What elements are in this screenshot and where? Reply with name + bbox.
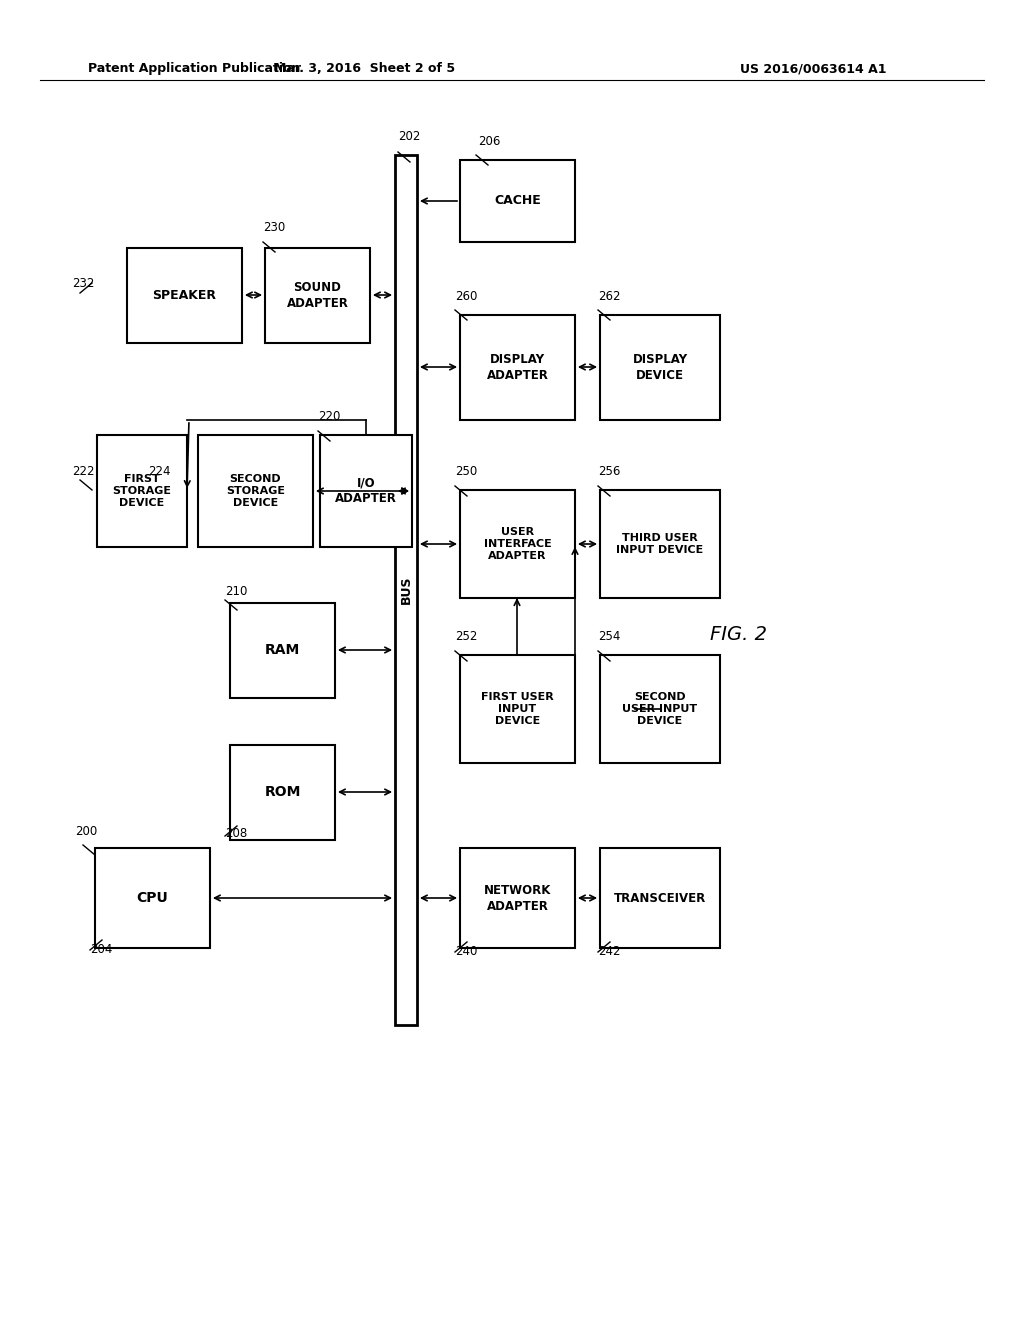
Text: SOUND
ADAPTER: SOUND ADAPTER (287, 281, 348, 310)
Text: 220: 220 (318, 411, 340, 422)
Text: USER
INTERFACE
ADAPTER: USER INTERFACE ADAPTER (483, 527, 551, 561)
Text: FIRST
STORAGE
DEVICE: FIRST STORAGE DEVICE (113, 474, 171, 508)
Text: SECOND
STORAGE
DEVICE: SECOND STORAGE DEVICE (226, 474, 285, 508)
Text: 206: 206 (478, 135, 501, 148)
Bar (265, 248, 370, 343)
Text: 252: 252 (455, 630, 477, 643)
Bar (600, 490, 720, 598)
Text: 202: 202 (398, 129, 421, 143)
Bar (319, 436, 412, 546)
Bar (395, 154, 417, 1026)
Bar (600, 655, 720, 763)
Text: 230: 230 (263, 220, 286, 234)
Text: 204: 204 (90, 942, 113, 956)
Text: TRANSCEIVER: TRANSCEIVER (613, 891, 707, 904)
Text: Mar. 3, 2016  Sheet 2 of 5: Mar. 3, 2016 Sheet 2 of 5 (274, 62, 456, 75)
Text: 250: 250 (455, 465, 477, 478)
Bar (97, 436, 187, 546)
Text: SECOND
USER INPUT
DEVICE: SECOND USER INPUT DEVICE (623, 692, 697, 726)
Text: RAM: RAM (265, 644, 300, 657)
Bar (230, 603, 335, 698)
Bar (600, 847, 720, 948)
Text: BUS: BUS (399, 576, 413, 605)
Text: 260: 260 (455, 290, 477, 304)
Bar (460, 490, 575, 598)
Bar (95, 847, 210, 948)
Text: DISPLAY
DEVICE: DISPLAY DEVICE (633, 352, 687, 381)
Bar (460, 160, 575, 242)
Text: FIG. 2: FIG. 2 (710, 626, 767, 644)
Bar (198, 436, 313, 546)
Text: 242: 242 (598, 945, 621, 958)
Text: 210: 210 (225, 585, 248, 598)
Text: I/O
ADAPTER: I/O ADAPTER (335, 477, 397, 506)
Bar (127, 248, 242, 343)
Text: FIRST USER
INPUT
DEVICE: FIRST USER INPUT DEVICE (481, 692, 554, 726)
Text: US 2016/0063614 A1: US 2016/0063614 A1 (740, 62, 887, 75)
Text: DISPLAY
ADAPTER: DISPLAY ADAPTER (486, 352, 549, 381)
Text: Patent Application Publication: Patent Application Publication (88, 62, 300, 75)
Bar (460, 655, 575, 763)
Text: 256: 256 (598, 465, 621, 478)
Bar (600, 315, 720, 420)
Text: SPEAKER: SPEAKER (153, 289, 216, 302)
Text: CPU: CPU (136, 891, 168, 906)
Text: 224: 224 (148, 465, 171, 478)
Text: CACHE: CACHE (495, 194, 541, 207)
Text: 200: 200 (75, 825, 97, 838)
Text: THIRD USER
INPUT DEVICE: THIRD USER INPUT DEVICE (616, 533, 703, 556)
Text: ROM: ROM (264, 785, 301, 800)
Text: 222: 222 (72, 465, 94, 478)
Text: 254: 254 (598, 630, 621, 643)
Bar (230, 744, 335, 840)
Bar (460, 315, 575, 420)
Text: 208: 208 (225, 828, 247, 840)
Text: 240: 240 (455, 945, 477, 958)
Text: NETWORK
ADAPTER: NETWORK ADAPTER (483, 883, 551, 912)
Text: 262: 262 (598, 290, 621, 304)
Text: 232: 232 (72, 277, 94, 290)
Bar (460, 847, 575, 948)
